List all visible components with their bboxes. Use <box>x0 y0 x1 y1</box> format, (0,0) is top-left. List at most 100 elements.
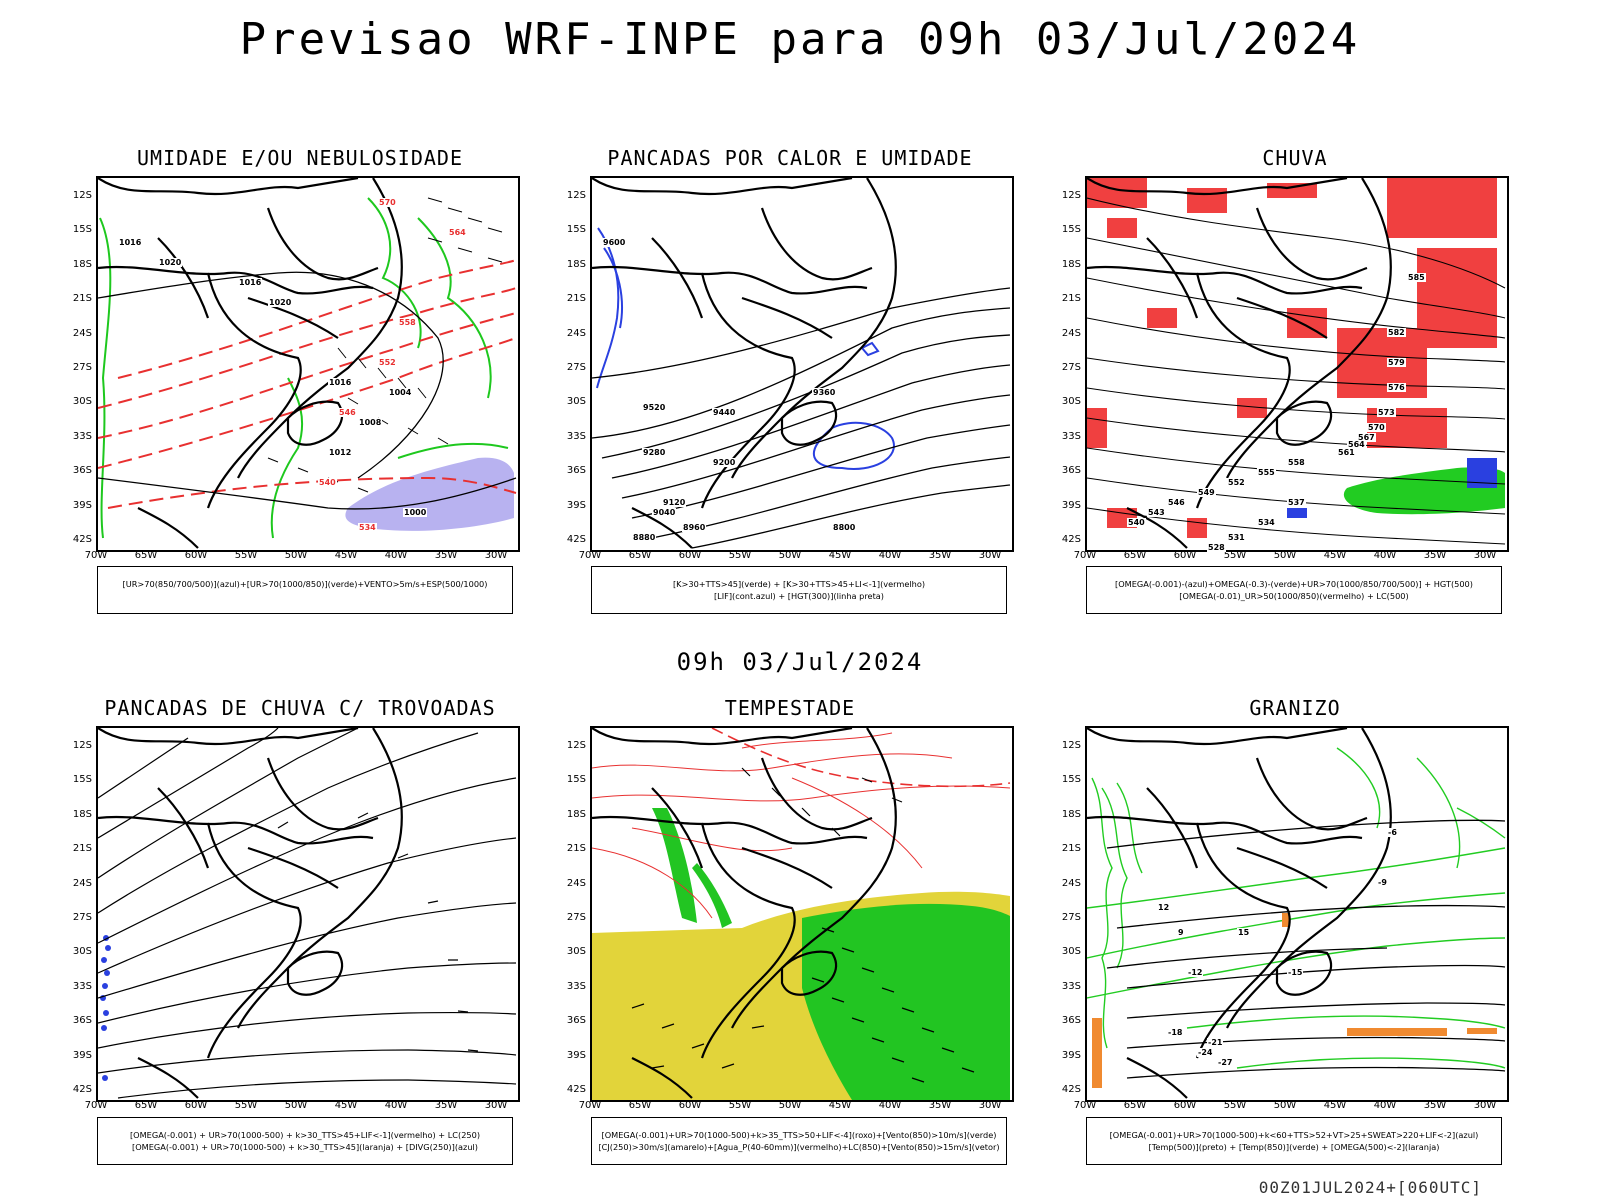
coastline-border <box>1146 787 1328 889</box>
contour-label: 561 <box>1337 448 1356 457</box>
panel-1-svg <box>98 197 517 539</box>
footer-run-id: 00Z01JUL2024+[060UTC] <box>1258 1178 1482 1197</box>
panel-4-title: PANCADAS DE CHUVA C/ TROVOADAS <box>104 696 496 720</box>
lon-tick-label: 40W <box>384 550 408 561</box>
contour-label: 8800 <box>832 523 857 532</box>
lon-tick-label: 30W <box>978 550 1002 561</box>
lat-tick-label: 21S <box>566 293 586 305</box>
contour-label: 570 <box>1367 423 1386 432</box>
contour-label: 585 <box>1407 273 1426 282</box>
lon-tick-label: 60W <box>184 550 208 561</box>
panel-2-legend: [K>30+TTS>45](verde) + [K>30+TTS>45+LI<-… <box>591 566 1007 614</box>
lon-tick-label: 40W <box>878 1100 902 1111</box>
contour-label: 582 <box>1387 328 1406 337</box>
panel-1-map <box>96 176 520 552</box>
lat-tick-label: 27S <box>566 912 586 923</box>
panel-6-coastline-svg <box>1087 728 1392 1099</box>
lon-tick-label: 55W <box>728 550 752 561</box>
coastline-border <box>206 272 302 509</box>
panel-6-legend-line-1: [OMEGA(-0.001)+UR>70(1000-500)+k<60+TTS>… <box>1109 1130 1479 1140</box>
coastline-border <box>286 950 344 996</box>
lat-tick-label: 39S <box>1061 1049 1081 1061</box>
lat-tick-label: 30S <box>1061 396 1081 408</box>
lat-tick-label: 18S <box>1061 808 1081 820</box>
lat-tick-label: 21S <box>72 843 92 855</box>
panel-5-coastline-svg <box>592 728 897 1099</box>
lat-tick-label: 18S <box>72 808 92 820</box>
lat-tick-label: 15S <box>72 224 92 236</box>
lon-tick-label: 40W <box>384 1100 408 1111</box>
lat-tick-label: 24S <box>566 327 586 339</box>
lat-tick-label: 42S <box>566 534 586 545</box>
coastline-border <box>631 1057 693 1099</box>
contour-label: 1000 <box>403 508 428 517</box>
panel-2-map <box>590 176 1014 552</box>
contour-label: 567 <box>1357 433 1376 442</box>
contour-label: 558 <box>1287 458 1306 467</box>
lat-tick-label: 30S <box>72 946 92 958</box>
contour-label: 576 <box>1387 383 1406 392</box>
contour-label: 1016 <box>118 238 143 247</box>
lat-tick-label: 15S <box>72 774 92 786</box>
contour-label: 540 <box>1127 518 1146 527</box>
lon-tick-label: 50W <box>1273 550 1297 561</box>
lat-tick-label: 21S <box>72 293 92 305</box>
lon-tick-label: 35W <box>928 1100 952 1111</box>
contour-label: 534 <box>358 523 377 532</box>
lon-tick-label: 55W <box>728 1100 752 1111</box>
lat-tick-label: 36S <box>1061 1015 1081 1027</box>
contour-label: 1020 <box>158 258 183 267</box>
coastline-border <box>98 265 374 295</box>
panel-4-legend-line-2: [OMEGA(-0.001) + UR>70(1000-500) + k>30_… <box>132 1142 478 1152</box>
coastline-border <box>1255 757 1368 831</box>
panel-3-coastline-svg <box>1087 178 1392 549</box>
lat-tick-label: 18S <box>72 258 92 270</box>
lon-tick-label: 60W <box>1173 1100 1197 1111</box>
contour-label: 1016 <box>238 278 263 287</box>
contour-label: -18 <box>1167 1028 1184 1037</box>
contour-label: 546 <box>1167 498 1186 507</box>
panel-3-map <box>1085 176 1509 552</box>
lat-tick-label: 12S <box>72 740 92 751</box>
panel-3-title: CHUVA <box>1262 146 1328 170</box>
contour-label: -24 <box>1197 1048 1214 1057</box>
panel-4-map <box>96 726 520 1102</box>
coastline-border <box>266 207 379 281</box>
lon-tick-label: 30W <box>484 1100 508 1111</box>
lat-tick-label: 12S <box>72 190 92 201</box>
coastline-border <box>266 757 379 831</box>
lat-tick-label: 36S <box>1061 465 1081 477</box>
main-title: Previsao WRF-INPE para 09h 03/Jul/2024 <box>239 14 1361 65</box>
lat-tick-label: 15S <box>566 774 586 786</box>
lat-tick-label: 30S <box>1061 946 1081 958</box>
contour-label: 543 <box>1147 508 1166 517</box>
coastline-border <box>1195 272 1291 509</box>
panel-1-legend-line-1: [UR>70(850/700/500)](azul)+[UR>70(1000/8… <box>122 579 488 589</box>
lon-tick-label: 70W <box>578 1100 602 1111</box>
lat-tick-label: 42S <box>72 1084 92 1095</box>
lon-tick-label: 65W <box>1123 1100 1147 1111</box>
lon-tick-label: 35W <box>434 1100 458 1111</box>
lon-tick-label: 60W <box>1173 550 1197 561</box>
lat-tick-label: 39S <box>566 1049 586 1061</box>
coastline-border <box>206 822 302 1059</box>
contour-label: 540 <box>318 478 337 487</box>
contour-label: 528 <box>1207 543 1226 552</box>
lat-tick-label: 18S <box>566 808 586 820</box>
lat-tick-label: 18S <box>566 258 586 270</box>
lon-tick-label: 65W <box>628 1100 652 1111</box>
lon-tick-label: 65W <box>628 550 652 561</box>
lon-tick-label: 70W <box>1073 1100 1097 1111</box>
lon-tick-label: 35W <box>1423 1100 1447 1111</box>
lat-tick-label: 39S <box>72 499 92 511</box>
contour-label: 1012 <box>328 448 353 457</box>
lat-tick-label: 27S <box>1061 362 1081 373</box>
panel-4-legend: [OMEGA(-0.001) + UR>70(1000-500) + k>30_… <box>97 1117 513 1165</box>
contour-label: 579 <box>1387 358 1406 367</box>
lat-tick-label: 21S <box>1061 293 1081 305</box>
lat-tick-label: 24S <box>1061 877 1081 889</box>
contour-label: -6 <box>1387 828 1398 837</box>
contour-label: 8960 <box>682 523 707 532</box>
contour-label: 552 <box>378 358 397 367</box>
lat-tick-label: 24S <box>566 877 586 889</box>
